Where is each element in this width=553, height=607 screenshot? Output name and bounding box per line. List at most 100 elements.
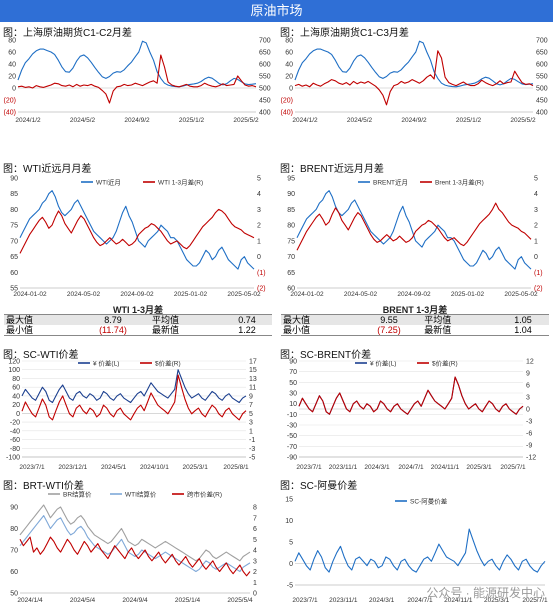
chart-title-c3: 图：WTI近远月月差 <box>3 164 92 175</box>
x-tick-label: 2025/8/1 <box>223 464 249 471</box>
y-tick-left: 70 <box>289 369 297 376</box>
y-tick-left: (40) <box>281 110 293 117</box>
x-tick-label: 2025/3/1 <box>484 597 510 604</box>
page-banner: 原油市场 <box>0 0 553 22</box>
brent-stats-title: BRENT 1-3月差 <box>382 305 448 315</box>
wti-min-label: 最小值 <box>4 325 77 336</box>
y-tick-left: 70 <box>10 238 18 245</box>
y-tick-right: 450 <box>259 98 271 105</box>
y-tick-right: 8 <box>253 505 257 512</box>
wti-latest-value: 1.22 <box>222 325 272 336</box>
series-line-1 <box>19 504 251 562</box>
chart-title-c8: 图：SC-阿曼价差 <box>280 481 358 492</box>
y-tick-right: 2 <box>253 569 257 576</box>
y-tick-right: 4 <box>257 191 261 198</box>
y-tick-left: 0 <box>16 411 20 418</box>
x-tick-label: 2024/11/1 <box>431 464 460 471</box>
y-tick-left: 5 <box>289 540 293 547</box>
y-tick-right: 9 <box>249 393 253 400</box>
y-tick-left: 80 <box>287 223 295 230</box>
legend-label: ¥ 价差(L) <box>93 359 119 368</box>
chart-title-c2: 图：上海原油期货C1-C3月差 <box>280 28 409 39</box>
x-tick-label: 2024/5/2 <box>70 117 96 124</box>
legend-label: $价差(R) <box>155 359 181 368</box>
brent-min-value: (7.25) <box>355 325 423 336</box>
x-tick-label: 2024/5/4 <box>70 597 96 604</box>
y-tick-left: -30 <box>287 423 297 430</box>
x-tick-label: 2023/12/1 <box>58 464 87 471</box>
y-tick-right: -12 <box>526 455 536 462</box>
y-tick-right: 4 <box>534 191 538 198</box>
y-tick-right: 500 <box>259 86 271 93</box>
x-tick-label: 2025/3/1 <box>466 464 492 471</box>
y-tick-right: 17 <box>249 359 257 366</box>
x-tick-label: 2023/11/1 <box>329 464 358 471</box>
y-tick-right: 400 <box>536 110 548 117</box>
y-tick-right: (2) <box>257 286 266 293</box>
y-tick-left: 0 <box>289 561 293 568</box>
chart-c6: 9070503010-10-30-50-70-90129630-3-6-9-12… <box>287 359 536 472</box>
y-tick-right: 1 <box>534 238 538 245</box>
series-line-1 <box>17 40 257 88</box>
y-tick-left: -10 <box>287 412 297 419</box>
y-tick-left: 40 <box>12 393 20 400</box>
y-tick-right: 9 <box>526 371 530 378</box>
brent-latest-value: 1.04 <box>497 325 549 336</box>
y-tick-left: (40) <box>4 110 16 117</box>
legend-label: ¥ 价差(L) <box>370 359 396 368</box>
y-tick-right: 7 <box>253 515 257 522</box>
y-tick-left: 80 <box>10 526 18 533</box>
y-tick-right: 600 <box>259 62 271 69</box>
y-tick-right: -6 <box>526 431 532 438</box>
series-line-1 <box>19 190 255 270</box>
x-tick-label: 2025/5/2 <box>233 117 259 124</box>
x-tick-label: 2023/11/1 <box>329 597 358 604</box>
series-line-3 <box>19 536 251 577</box>
x-tick-label: 2025/7/1 <box>500 464 526 471</box>
y-tick-right: 11 <box>249 385 256 392</box>
y-tick-right: 3 <box>257 207 261 214</box>
legend-label: BRENT近月 <box>373 178 408 187</box>
y-tick-left: 60 <box>287 286 295 293</box>
series-line-2 <box>298 376 524 415</box>
y-tick-left: -50 <box>287 433 297 440</box>
y-tick-left: 80 <box>8 38 16 45</box>
legend-label: Brent 1-3月差(R) <box>435 178 484 187</box>
x-tick-label: 2024-01-02 <box>13 291 47 298</box>
y-tick-right: 450 <box>536 98 548 105</box>
series-line-1 <box>294 528 546 573</box>
series-line-2 <box>294 50 534 106</box>
y-tick-left: 80 <box>12 376 20 383</box>
x-tick-label: 2025-01-02 <box>451 291 485 298</box>
x-tick-label: 2025/7/1 <box>522 597 548 604</box>
x-tick-label: 2025-01-02 <box>174 291 208 298</box>
chart-title-c6: 图：SC-BRENT价差 <box>280 350 372 361</box>
legend-label: BR结算价 <box>63 490 92 499</box>
x-tick-label: 2024/5/2 <box>347 117 373 124</box>
y-tick-right: 4 <box>253 548 257 555</box>
x-tick-label: 2025/5/4 <box>227 597 253 604</box>
y-tick-right: 5 <box>249 411 253 418</box>
x-tick-label: 2025-05-02 <box>227 291 261 298</box>
y-tick-left: 0 <box>12 86 16 93</box>
y-tick-left: 90 <box>10 176 18 183</box>
chart-c2: 806040200(20)(40)70065060055050045040020… <box>281 38 548 125</box>
series-line-2 <box>17 54 257 104</box>
y-tick-right: 1 <box>249 428 253 435</box>
series-line-1 <box>294 40 534 88</box>
x-tick-label: 2024-09-02 <box>120 291 154 298</box>
y-tick-left: 60 <box>12 385 20 392</box>
wti-avg-value: 0.74 <box>222 314 272 325</box>
x-tick-label: 2024-05-02 <box>67 291 101 298</box>
y-tick-left: 95 <box>287 176 295 183</box>
chart-c7: 90 80 70 60 50 8 7 6 5 4 3 2 1 0 2024/1/4 2024/5/4 2024/… <box>10 490 257 605</box>
wti-max-label: 最大值 <box>4 314 77 325</box>
wti-avg-label: 平均值 <box>149 314 222 325</box>
y-tick-right: 6 <box>526 383 530 390</box>
y-tick-right: (1) <box>534 270 543 277</box>
brent-min-label: 最小值 <box>281 325 356 336</box>
x-tick-label: 2024/7/1 <box>407 597 433 604</box>
y-tick-right: 1 <box>253 580 257 587</box>
series-line-2 <box>296 202 532 251</box>
